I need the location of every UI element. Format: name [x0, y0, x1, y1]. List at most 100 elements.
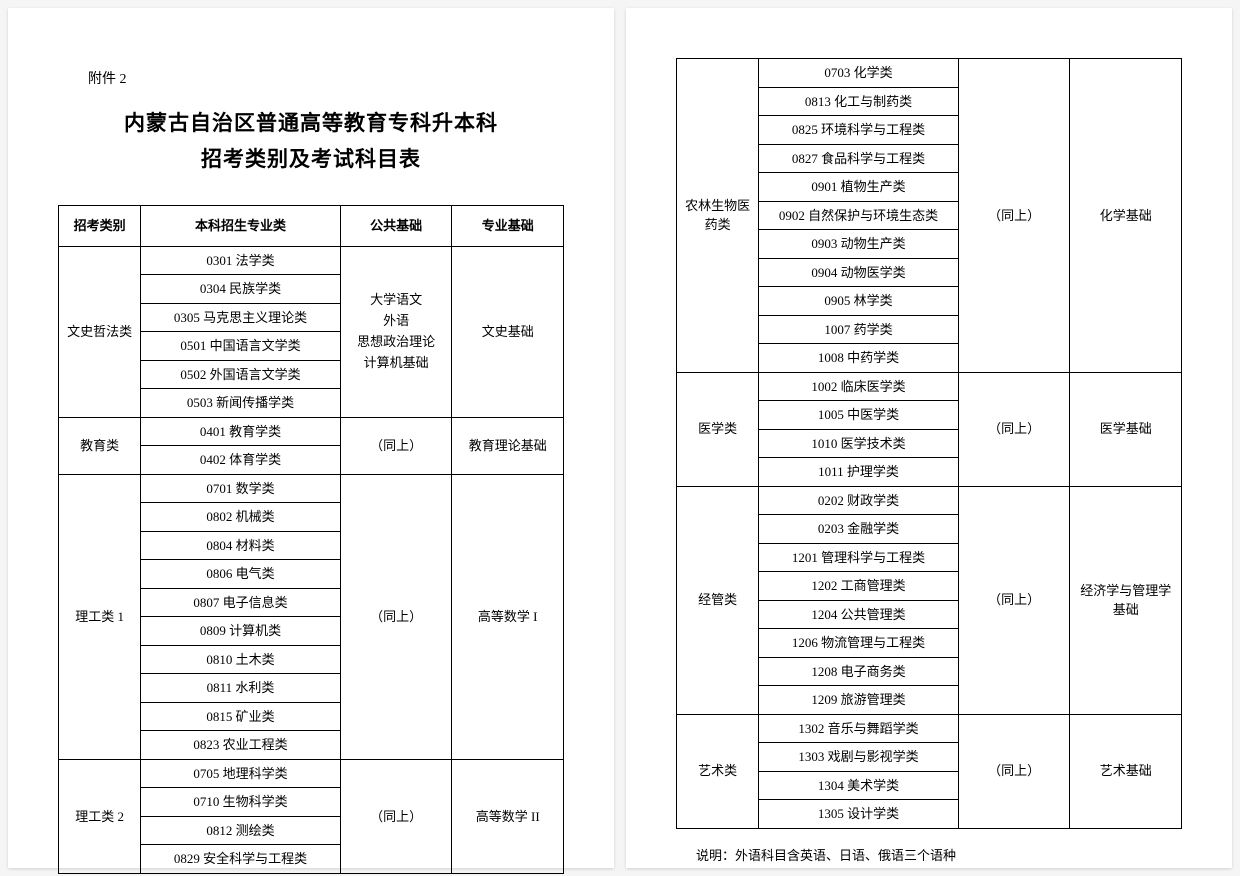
major-cell: 1305 设计学类 [759, 800, 959, 829]
major-cell: 1005 中医学类 [759, 401, 959, 430]
major-cell: 1008 中药学类 [759, 344, 959, 373]
major-cell: 1011 护理学类 [759, 458, 959, 487]
major-cell: 0904 动物医学类 [759, 258, 959, 287]
table-row: 教育类0401 教育学类（同上）教育理论基础 [59, 417, 564, 446]
major-cell: 1204 公共管理类 [759, 600, 959, 629]
prof-basic-cell: 医学基础 [1070, 372, 1182, 486]
attachment-label: 附件 2 [88, 68, 564, 88]
footnote: 说明：外语科目含英语、日语、俄语三个语种 [696, 845, 1182, 864]
same-as-above: （同上） [370, 609, 422, 624]
title-line-2: 招考类别及考试科目表 [201, 147, 421, 171]
major-cell: 0503 新闻传播学类 [141, 389, 341, 418]
major-cell: 1002 临床医学类 [759, 372, 959, 401]
prof-basic-cell: 高等数学 I [452, 474, 564, 759]
major-cell: 0501 中国语言文学类 [141, 332, 341, 361]
major-cell: 0809 计算机类 [141, 617, 341, 646]
public-basic-cell: （同上） [340, 474, 452, 759]
major-cell: 0705 地理科学类 [141, 759, 341, 788]
category-cell: 教育类 [59, 417, 141, 474]
subjects-table-page1: 招考类别 本科招生专业类 公共基础 专业基础 文史哲法类0301 法学类大学语文… [58, 205, 564, 874]
same-as-above: （同上） [988, 763, 1040, 778]
table-row: 经管类0202 财政学类（同上）经济学与管理学基础 [677, 486, 1182, 515]
major-cell: 0804 材料类 [141, 531, 341, 560]
major-cell: 0703 化学类 [759, 59, 959, 88]
public-basic-cell: （同上） [340, 759, 452, 873]
major-cell: 0806 电气类 [141, 560, 341, 589]
public-basic-cell: （同上） [340, 417, 452, 474]
major-cell: 0502 外国语言文学类 [141, 360, 341, 389]
category-cell: 经管类 [677, 486, 759, 714]
header-category: 招考类别 [59, 206, 141, 247]
major-cell: 0802 机械类 [141, 503, 341, 532]
public-basic-cell: （同上） [958, 486, 1070, 714]
major-cell: 0202 财政学类 [759, 486, 959, 515]
major-cell: 1304 美术学类 [759, 771, 959, 800]
header-public-basic: 公共基础 [340, 206, 452, 247]
major-cell: 1208 电子商务类 [759, 657, 959, 686]
major-cell: 0905 林学类 [759, 287, 959, 316]
document-title: 内蒙古自治区普通高等教育专科升本科 招考类别及考试科目表 [58, 106, 564, 177]
major-cell: 0903 动物生产类 [759, 230, 959, 259]
major-cell: 1303 戏剧与影视学类 [759, 743, 959, 772]
major-cell: 0812 测绘类 [141, 816, 341, 845]
same-as-above: （同上） [370, 809, 422, 824]
category-cell: 农林生物医药类 [677, 59, 759, 373]
category-cell: 理工类 2 [59, 759, 141, 873]
prof-basic-cell: 化学基础 [1070, 59, 1182, 373]
prof-basic-cell: 文史基础 [452, 246, 564, 417]
major-cell: 0401 教育学类 [141, 417, 341, 446]
table-header-row: 招考类别 本科招生专业类 公共基础 专业基础 [59, 206, 564, 247]
major-cell: 0710 生物科学类 [141, 788, 341, 817]
category-cell: 文史哲法类 [59, 246, 141, 417]
table-row: 文史哲法类0301 法学类大学语文外语思想政治理论计算机基础文史基础 [59, 246, 564, 275]
table-row: 农林生物医药类0703 化学类（同上）化学基础 [677, 59, 1182, 88]
major-cell: 0815 矿业类 [141, 702, 341, 731]
public-basic-cell: （同上） [958, 372, 1070, 486]
major-cell: 1007 药学类 [759, 315, 959, 344]
table-row: 理工类 10701 数学类（同上）高等数学 I [59, 474, 564, 503]
same-as-above: （同上） [988, 421, 1040, 436]
category-cell: 艺术类 [677, 714, 759, 828]
header-major: 本科招生专业类 [141, 206, 341, 247]
table-row: 艺术类1302 音乐与舞蹈学类（同上）艺术基础 [677, 714, 1182, 743]
major-cell: 1010 医学技术类 [759, 429, 959, 458]
major-cell: 0807 电子信息类 [141, 588, 341, 617]
major-cell: 0901 植物生产类 [759, 173, 959, 202]
major-cell: 0827 食品科学与工程类 [759, 144, 959, 173]
major-cell: 1302 音乐与舞蹈学类 [759, 714, 959, 743]
major-cell: 0829 安全科学与工程类 [141, 845, 341, 874]
prof-basic-cell: 经济学与管理学基础 [1070, 486, 1182, 714]
category-cell: 医学类 [677, 372, 759, 486]
same-as-above: （同上） [370, 438, 422, 453]
document-page-2: 农林生物医药类0703 化学类（同上）化学基础0813 化工与制药类0825 环… [626, 8, 1232, 868]
table-row: 理工类 20705 地理科学类（同上）高等数学 II [59, 759, 564, 788]
same-as-above: （同上） [988, 592, 1040, 607]
major-cell: 1206 物流管理与工程类 [759, 629, 959, 658]
public-basic-cell: （同上） [958, 714, 1070, 828]
public-basic-cell: 大学语文外语思想政治理论计算机基础 [340, 246, 452, 417]
same-as-above: （同上） [988, 208, 1040, 223]
title-line-1: 内蒙古自治区普通高等教育专科升本科 [124, 111, 498, 135]
header-prof-basic: 专业基础 [452, 206, 564, 247]
prof-basic-cell: 教育理论基础 [452, 417, 564, 474]
major-cell: 1209 旅游管理类 [759, 686, 959, 715]
document-page-1: 附件 2 内蒙古自治区普通高等教育专科升本科 招考类别及考试科目表 招考类别 本… [8, 8, 614, 868]
major-cell: 0402 体育学类 [141, 446, 341, 475]
public-basic-cell: （同上） [958, 59, 1070, 373]
major-cell: 0701 数学类 [141, 474, 341, 503]
major-cell: 0825 环境科学与工程类 [759, 116, 959, 145]
major-cell: 0301 法学类 [141, 246, 341, 275]
table-row: 医学类1002 临床医学类（同上）医学基础 [677, 372, 1182, 401]
prof-basic-cell: 艺术基础 [1070, 714, 1182, 828]
public-subjects: 大学语文外语思想政治理论计算机基础 [357, 292, 435, 369]
major-cell: 0304 民族学类 [141, 275, 341, 304]
major-cell: 0305 马克思主义理论类 [141, 303, 341, 332]
major-cell: 0823 农业工程类 [141, 731, 341, 760]
subjects-table-page2: 农林生物医药类0703 化学类（同上）化学基础0813 化工与制药类0825 环… [676, 58, 1182, 829]
major-cell: 0813 化工与制药类 [759, 87, 959, 116]
category-cell: 理工类 1 [59, 474, 141, 759]
major-cell: 0811 水利类 [141, 674, 341, 703]
prof-basic-cell: 高等数学 II [452, 759, 564, 873]
major-cell: 0810 土木类 [141, 645, 341, 674]
major-cell: 0902 自然保护与环境生态类 [759, 201, 959, 230]
